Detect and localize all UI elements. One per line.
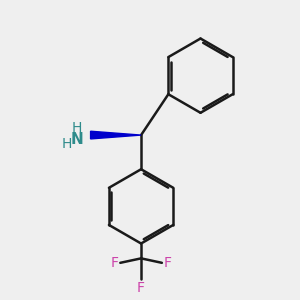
Text: F: F	[111, 256, 119, 270]
Text: N: N	[71, 132, 84, 147]
Text: H: H	[72, 121, 83, 135]
Text: H: H	[61, 137, 72, 151]
Polygon shape	[91, 131, 141, 139]
Text: F: F	[137, 280, 145, 295]
Text: F: F	[164, 256, 171, 270]
